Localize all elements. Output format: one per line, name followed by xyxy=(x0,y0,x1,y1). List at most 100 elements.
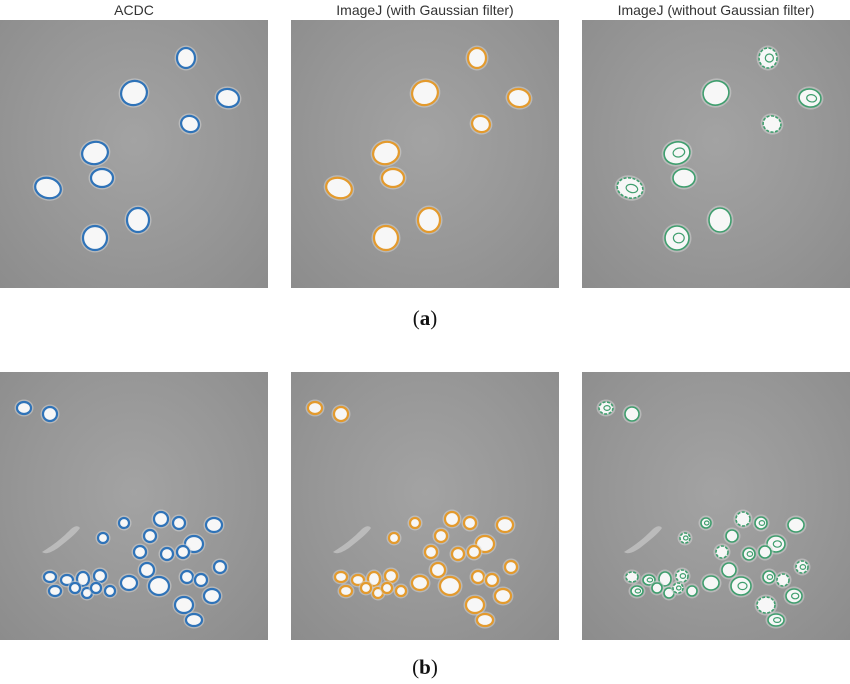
cell-contour xyxy=(662,223,692,253)
cell-contour xyxy=(393,583,409,599)
cell-contour xyxy=(596,399,616,417)
cell-contour xyxy=(474,611,496,629)
cell-contour xyxy=(785,515,807,535)
cell-contour xyxy=(756,45,780,71)
cell-contour xyxy=(118,78,150,108)
cell-contour xyxy=(756,543,774,561)
cell-contour xyxy=(432,527,450,545)
cell-contour xyxy=(437,574,463,598)
cell-contour xyxy=(183,611,205,629)
cell-contour xyxy=(713,543,731,561)
cell-contour xyxy=(358,580,374,596)
cell-contour xyxy=(670,580,686,596)
subfigure-label-a: (a) xyxy=(412,306,438,330)
cell-contour xyxy=(700,78,732,108)
cell-contour xyxy=(483,571,501,589)
cell-contour xyxy=(88,166,116,190)
cell-contour xyxy=(422,543,440,561)
cell-contour xyxy=(463,594,487,616)
cell-contour xyxy=(192,571,210,589)
cell-contour xyxy=(14,399,34,417)
cell-contour xyxy=(461,514,479,532)
cell-contour xyxy=(677,530,693,546)
cell-contour xyxy=(614,175,646,201)
cell-contour xyxy=(740,545,758,563)
cell-contour xyxy=(174,543,192,561)
cell-contour xyxy=(79,139,111,167)
cell-contour xyxy=(465,543,483,561)
subfigure-label-b: (b) xyxy=(412,655,438,679)
cell-contour xyxy=(723,527,741,545)
cell-contour xyxy=(409,78,441,108)
cell-contour xyxy=(752,514,770,532)
cell-contour xyxy=(661,139,693,167)
cell-contour xyxy=(67,580,83,596)
cell-contour xyxy=(442,509,462,529)
cell-contour xyxy=(407,515,423,531)
cell-contour xyxy=(32,175,64,201)
cell-contour xyxy=(80,223,110,253)
cell-contour xyxy=(649,580,665,596)
cell-contour xyxy=(158,545,176,563)
cell-contour xyxy=(331,404,351,424)
cell-contour xyxy=(494,515,516,535)
cell-contour xyxy=(41,569,59,585)
panel-b-imagej-no-gaussian xyxy=(582,372,850,640)
cell-contour xyxy=(124,205,152,235)
cell-contour xyxy=(305,399,325,417)
cell-contour xyxy=(88,580,104,596)
cell-contour xyxy=(670,166,698,190)
cell-contour xyxy=(774,571,792,589)
cell-contour xyxy=(492,586,514,606)
cell-overlay-a-imagej-gaussian xyxy=(323,45,533,253)
panel-a-imagej-gaussian xyxy=(291,20,559,288)
cell-contour xyxy=(760,568,778,586)
cell-contour xyxy=(409,573,431,593)
cell-contour xyxy=(628,583,646,599)
cell-contour xyxy=(719,560,739,580)
cell-contour xyxy=(684,583,700,599)
cell-contour xyxy=(332,569,350,585)
cell-contour xyxy=(214,86,242,110)
cell-contour xyxy=(203,515,225,535)
cell-contour xyxy=(370,139,402,167)
cell-contour xyxy=(178,568,196,586)
cell-contour xyxy=(623,569,641,585)
cell-contour xyxy=(502,558,520,576)
cell-contour xyxy=(449,545,467,563)
cell-contour xyxy=(371,223,401,253)
debris-smear xyxy=(42,526,80,554)
cell-contour xyxy=(379,580,395,596)
cell-contour xyxy=(700,573,722,593)
cell-contour xyxy=(765,611,787,629)
column-title-imagej-gaussian: ImageJ (with Gaussian filter) xyxy=(336,2,514,18)
column-title-acdc: ACDC xyxy=(114,2,154,18)
cell-contour xyxy=(469,568,487,586)
cell-contour xyxy=(733,509,753,529)
cell-contour xyxy=(673,567,691,585)
cell-contour xyxy=(211,558,229,576)
cell-contour xyxy=(46,583,64,599)
cell-contour xyxy=(170,514,188,532)
cell-contour xyxy=(754,594,778,616)
debris-smear xyxy=(333,526,371,554)
cell-contour xyxy=(622,404,642,424)
cell-contour xyxy=(793,558,811,576)
cell-contour xyxy=(505,86,533,110)
cell-contour xyxy=(379,166,407,190)
cell-overlay-a-imagej-no-gaussian xyxy=(614,45,824,253)
panel-b-acdc xyxy=(0,372,268,640)
cell-overlay-b-imagej-no-gaussian xyxy=(596,399,811,629)
cell-contour xyxy=(40,404,60,424)
cell-overlay-b-imagej-gaussian xyxy=(305,399,520,629)
panel-a-imagej-no-gaussian xyxy=(582,20,850,288)
debris-smear xyxy=(624,526,662,554)
cell-contour xyxy=(706,205,734,235)
cell-contour xyxy=(118,573,140,593)
cell-contour xyxy=(116,515,132,531)
cell-contour xyxy=(137,560,157,580)
cell-contour xyxy=(172,594,196,616)
panel-b-imagej-gaussian xyxy=(291,372,559,640)
panel-a-acdc xyxy=(0,20,268,288)
cell-contour xyxy=(102,583,118,599)
